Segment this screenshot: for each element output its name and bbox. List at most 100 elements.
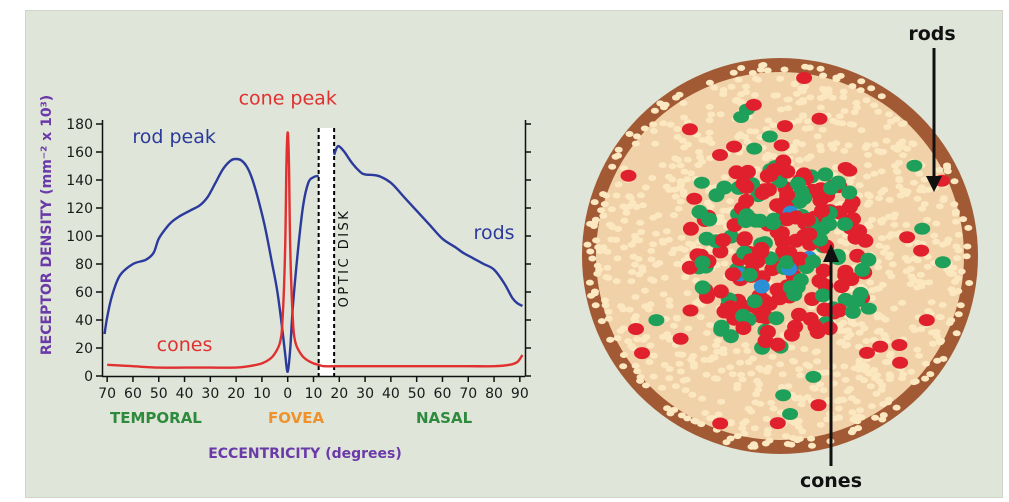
rod-cell xyxy=(683,156,692,163)
rod-cell xyxy=(620,244,628,251)
cone-cell xyxy=(648,314,665,327)
rod-cell xyxy=(899,371,908,378)
rod-cell xyxy=(841,376,850,383)
rod-cell xyxy=(839,94,848,101)
rod-cell xyxy=(890,144,899,151)
rod-cell xyxy=(728,371,737,378)
rod-cell xyxy=(862,338,871,345)
rod-cell xyxy=(819,387,828,394)
rod-cell xyxy=(732,348,741,355)
cone-cell xyxy=(722,329,739,344)
cone-cell xyxy=(726,140,743,153)
rod-cell xyxy=(964,224,973,231)
rod-cell xyxy=(924,308,933,314)
rod-cell xyxy=(721,174,729,181)
rod-cell xyxy=(787,344,796,351)
rod-cell xyxy=(836,339,844,346)
x-tick-label: 30 xyxy=(356,386,374,402)
rod-cell xyxy=(641,184,650,191)
rod-cell xyxy=(868,295,877,302)
rod-cell xyxy=(604,315,613,322)
cone-cell xyxy=(713,319,730,334)
rod-cell xyxy=(705,129,714,136)
cone-cell xyxy=(712,149,728,161)
retina-mosaic xyxy=(582,58,978,454)
rod-cell xyxy=(853,418,862,425)
rod-cell xyxy=(801,125,810,132)
rod-cell xyxy=(878,235,887,242)
rod-cell xyxy=(748,70,757,76)
cone-cell xyxy=(728,165,745,180)
rod-cell xyxy=(677,368,685,375)
rod-cell xyxy=(645,359,654,365)
region-fovea: FOVEA xyxy=(268,409,324,427)
rod-cell xyxy=(654,212,663,219)
rod-cell xyxy=(868,287,877,294)
cone-cell xyxy=(682,221,699,236)
x-tick-label: 60 xyxy=(124,386,142,402)
rod-cell xyxy=(954,231,963,238)
rod-cell xyxy=(890,211,899,218)
rod-cell xyxy=(681,274,690,281)
rod-cell xyxy=(703,199,712,206)
rod-cell xyxy=(758,62,767,69)
x-tick-label: 40 xyxy=(176,386,194,402)
cone-cell xyxy=(769,337,786,352)
rod-cell xyxy=(880,186,889,193)
rod-cell xyxy=(857,321,866,328)
rod-cell xyxy=(933,357,942,364)
cone-cell xyxy=(892,356,909,369)
rod-cell xyxy=(716,111,725,118)
rod-cell xyxy=(724,207,733,214)
rod-cell xyxy=(597,207,606,214)
cone-cell xyxy=(694,255,711,270)
rod-cell xyxy=(816,421,825,428)
rod-cell xyxy=(887,273,896,280)
rod-cell xyxy=(706,155,715,162)
rod-cell xyxy=(874,264,883,271)
series-line-rods xyxy=(103,157,319,374)
rod-cell xyxy=(846,331,855,338)
rod-cell xyxy=(917,283,926,290)
rod-cell xyxy=(658,237,667,244)
rod-cell xyxy=(689,361,698,367)
rod-cell xyxy=(683,176,692,183)
rod-cell xyxy=(939,197,948,204)
rod-cell xyxy=(690,417,699,424)
rod-cell xyxy=(698,137,707,144)
rod-cell xyxy=(950,201,959,208)
rod-cell xyxy=(740,430,749,437)
rod-cell xyxy=(592,237,601,244)
rod-cell xyxy=(857,78,866,85)
cone-cell xyxy=(812,193,829,208)
rod-cell xyxy=(854,343,863,350)
rod-cell xyxy=(671,193,680,200)
rod-cell xyxy=(805,64,814,71)
rod-cell xyxy=(839,319,848,326)
rod-cell xyxy=(938,301,947,308)
rod-cell xyxy=(716,213,725,220)
rod-cell xyxy=(591,216,600,223)
rod-cell xyxy=(769,405,778,412)
rod-cell xyxy=(705,79,714,86)
rod-cell xyxy=(700,356,709,363)
rod-cell xyxy=(649,352,658,359)
rod-cell xyxy=(783,96,792,103)
rod-cell xyxy=(918,205,927,212)
region-nasal: NASAL xyxy=(416,409,473,427)
rod-cell xyxy=(850,321,859,328)
rod-cell xyxy=(696,314,705,320)
rod-cell xyxy=(761,440,770,447)
rod-cell xyxy=(704,135,713,142)
rod-cell xyxy=(870,102,879,109)
cone-cell xyxy=(753,241,770,256)
cone-cell xyxy=(733,111,750,123)
rod-cell xyxy=(619,306,628,313)
rod-cell xyxy=(737,91,746,98)
rod-cell xyxy=(792,90,801,97)
rod-cell xyxy=(727,83,736,90)
rod-cell xyxy=(754,76,762,83)
rod-cell xyxy=(852,398,861,405)
rod-cell xyxy=(915,170,924,177)
rod-cell xyxy=(954,288,963,295)
